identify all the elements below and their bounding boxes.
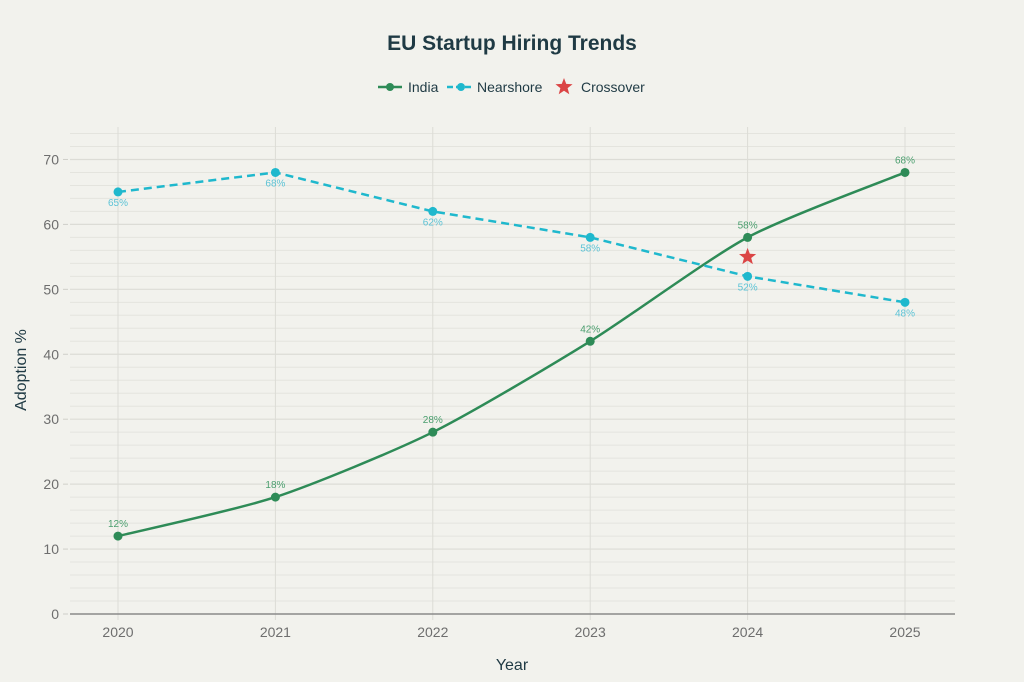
legend-marker-india [386, 83, 394, 91]
data-point-nearshore[interactable] [113, 187, 123, 197]
y-tick-label: 10 [43, 541, 59, 557]
x-tick-label: 2024 [732, 624, 763, 640]
legend: India Nearshore Crossover [378, 78, 645, 95]
x-tick-label: 2020 [102, 624, 133, 640]
series [113, 167, 910, 541]
data-point-india[interactable] [900, 167, 910, 177]
x-tick-label: 2021 [260, 624, 291, 640]
data-label-nearshore: 48% [895, 308, 915, 319]
legend-item-nearshore[interactable]: Nearshore [447, 79, 543, 95]
data-label-india: 58% [738, 220, 758, 231]
data-point-india[interactable] [270, 492, 280, 502]
data-label-india: 42% [580, 324, 600, 335]
data-point-nearshore[interactable] [900, 297, 910, 307]
x-tick-label: 2025 [889, 624, 920, 640]
x-tick-label: 2023 [575, 624, 606, 640]
data-point-nearshore[interactable] [585, 232, 595, 242]
data-point-india[interactable] [113, 531, 123, 541]
x-axis-title: Year [496, 657, 529, 674]
data-label-nearshore: 52% [738, 282, 758, 293]
legend-label-india: India [408, 79, 439, 95]
y-tick-label: 50 [43, 281, 59, 297]
data-point-nearshore[interactable] [270, 167, 280, 177]
legend-label-crossover: Crossover [581, 79, 645, 95]
data-point-nearshore[interactable] [743, 271, 753, 281]
data-point-nearshore[interactable] [428, 206, 438, 216]
data-label-nearshore: 58% [580, 243, 600, 254]
y-tick-label: 60 [43, 216, 59, 232]
y-tick-label: 30 [43, 411, 59, 427]
legend-label-nearshore: Nearshore [477, 79, 543, 95]
data-label-nearshore: 62% [423, 217, 443, 228]
legend-item-india[interactable]: India [378, 79, 439, 95]
data-label-nearshore: 65% [108, 198, 128, 209]
data-label-nearshore: 68% [265, 178, 285, 189]
data-point-india[interactable] [743, 232, 753, 242]
data-point-india[interactable] [585, 336, 595, 346]
y-tick-label: 0 [51, 606, 59, 622]
legend-marker-nearshore [457, 83, 465, 91]
legend-star-icon [555, 78, 573, 95]
y-axis-title: Adoption % [13, 329, 30, 411]
data-label-india: 12% [108, 519, 128, 530]
y-tick-label: 20 [43, 476, 59, 492]
data-labels: 12% 18% 28% 42% 58% 68% 65% 68% 62% 58% 52% 48% [108, 155, 915, 530]
chart-title: EU Startup Hiring Trends [387, 32, 637, 55]
data-label-india: 18% [265, 480, 285, 491]
data-point-india[interactable] [428, 427, 438, 437]
legend-item-crossover[interactable]: Crossover [555, 78, 645, 95]
crossover-star-icon[interactable] [739, 247, 757, 265]
series-line-india [117, 171, 906, 538]
y-tick-label: 70 [43, 151, 59, 167]
data-label-india: 68% [895, 155, 915, 166]
axes: 0 10 20 30 40 50 60 70 2020 2021 2022 2023 2024 2025 [43, 151, 955, 640]
y-tick-label: 40 [43, 346, 59, 362]
series-line-nearshore [117, 171, 906, 304]
data-label-india: 28% [423, 415, 443, 426]
annotations [739, 247, 757, 265]
grid [70, 127, 955, 620]
x-tick-label: 2022 [417, 624, 448, 640]
